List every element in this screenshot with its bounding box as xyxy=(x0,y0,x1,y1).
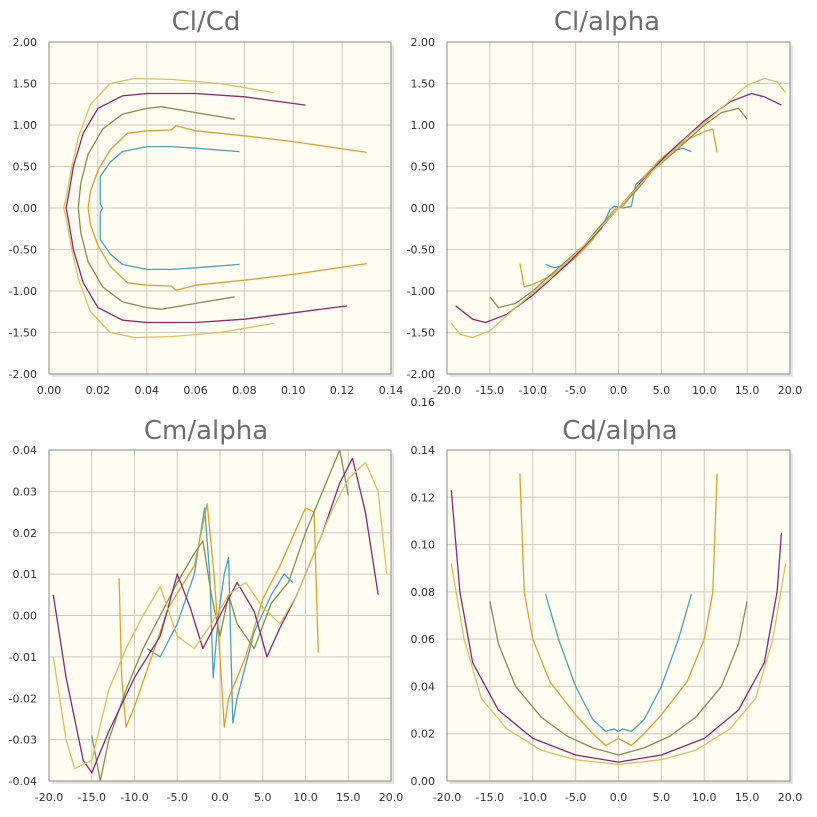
series-line-blue xyxy=(544,594,693,733)
y-tick-label-extra: 0.16 xyxy=(411,396,436,409)
x-tick-label: -15.0 xyxy=(78,791,106,804)
y-tick-label: 1.00 xyxy=(13,119,38,132)
x-tick-label: 0.0 xyxy=(211,791,229,804)
y-tick-label: 0.14 xyxy=(411,444,436,457)
y-tick-label: 0.02 xyxy=(411,728,436,741)
y-tick-label: -2.00 xyxy=(9,368,37,381)
x-tick-label: -10.0 xyxy=(120,791,148,804)
x-tick-label: 5.0 xyxy=(653,791,671,804)
x-tick-label: -20.0 xyxy=(433,384,461,397)
y-tick-label: 2.00 xyxy=(411,36,436,49)
plot-frame xyxy=(446,449,791,782)
x-tick-label: 0.04 xyxy=(134,384,159,397)
y-tick-label: 0.06 xyxy=(411,633,436,646)
x-tick-label: 15.0 xyxy=(735,384,760,397)
y-tick-label: 0.01 xyxy=(13,568,38,581)
x-tick-label: 10.0 xyxy=(692,791,717,804)
y-tick-label: -0.02 xyxy=(9,692,37,705)
x-tick-label: 15.0 xyxy=(735,791,760,804)
series-line-blue xyxy=(146,507,294,724)
x-tick-label: -10.0 xyxy=(519,791,547,804)
x-tick-label: 0.0 xyxy=(610,791,628,804)
y-tick-label: -1.50 xyxy=(9,327,37,340)
y-tick-label: 0.00 xyxy=(411,202,436,215)
y-tick-label: 0.50 xyxy=(411,161,436,174)
y-tick-label: 0.02 xyxy=(13,527,38,540)
y-tick-label: -0.04 xyxy=(9,775,37,788)
y-tick-label: -0.01 xyxy=(9,651,37,664)
x-tick-label: -20.0 xyxy=(35,791,63,804)
y-tick-label: 0.08 xyxy=(411,586,436,599)
x-tick-label: 0.10 xyxy=(281,384,306,397)
x-tick-label: 0.06 xyxy=(183,384,208,397)
x-tick-label: -15.0 xyxy=(476,384,504,397)
plot-frame xyxy=(48,41,392,375)
y-tick-label: 0.03 xyxy=(13,485,38,498)
y-tick-label: -1.00 xyxy=(9,285,37,298)
y-tick-label: -1.50 xyxy=(407,327,435,340)
y-tick-label: 2.00 xyxy=(13,36,38,49)
chart-panel-2: -20.0 -15.0 -10.0 -5.0 0.0 5.0 10.0 15.0 20.0 -0.… xyxy=(9,416,404,804)
y-tick-label: 0.00 xyxy=(411,775,436,788)
series-line-purple xyxy=(65,92,348,324)
chart-title: Cd/alpha xyxy=(562,416,678,446)
x-tick-label: 0.0 xyxy=(610,384,628,397)
x-tick-label: -5.0 xyxy=(565,791,586,804)
chart-panel-3: -20.0 -15.0 -10.0 -5.0 0.0 5.0 10.0 15.0 20.0 0.0… xyxy=(411,396,803,804)
x-tick-label: 20.0 xyxy=(379,791,404,804)
x-tick-label: -15.0 xyxy=(476,791,504,804)
chart-title: Cl/Cd xyxy=(172,7,241,37)
x-tick-label: 0.02 xyxy=(86,384,111,397)
series-line-orange xyxy=(519,473,718,747)
y-tick-label: 0.00 xyxy=(13,202,38,215)
y-tick-label: 1.50 xyxy=(13,78,38,91)
x-tick-label: -5.0 xyxy=(565,384,586,397)
x-tick-label: 5.0 xyxy=(653,384,671,397)
series-line-purple xyxy=(450,490,783,763)
chart-title: Cl/alpha xyxy=(554,7,660,37)
series-line-green xyxy=(77,106,235,310)
series-line-purple xyxy=(52,457,379,774)
x-tick-label: -20.0 xyxy=(433,791,461,804)
y-tick-label: 0.04 xyxy=(411,680,436,693)
series-line-yellow xyxy=(450,563,787,766)
y-tick-label: 1.50 xyxy=(411,78,436,91)
x-tick-label: -10.0 xyxy=(519,384,547,397)
chart-panel-0: 0.00 0.02 0.04 0.06 0.08 0.10 0.12 0.14 -2.00 -1.… xyxy=(9,7,404,397)
x-tick-label: 0.00 xyxy=(37,384,62,397)
series-line-orange xyxy=(87,125,367,291)
y-tick-label: -0.50 xyxy=(9,244,37,257)
y-tick-label: 0.12 xyxy=(411,491,436,504)
series-line-yellow xyxy=(450,77,787,339)
x-tick-label: 10.0 xyxy=(692,384,717,397)
series-line-green xyxy=(489,601,748,756)
x-tick-label: 0.14 xyxy=(379,384,404,397)
x-tick-label: 0.12 xyxy=(330,384,355,397)
chart-panel-1: -20.0 -15.0 -10.0 -5.0 0.0 5.0 10.0 15.0 20.0 -2.… xyxy=(407,7,803,397)
plot-frame xyxy=(446,41,791,375)
y-tick-label: -1.00 xyxy=(407,285,435,298)
series-line-blue xyxy=(99,145,240,271)
y-tick-label: -0.50 xyxy=(407,244,435,257)
x-tick-label: 10.0 xyxy=(293,791,318,804)
y-tick-label: 0.50 xyxy=(13,161,38,174)
x-tick-label: 15.0 xyxy=(336,791,361,804)
chart-title: Cm/alpha xyxy=(144,416,268,446)
x-tick-label: 0.08 xyxy=(232,384,257,397)
x-tick-label: 20.0 xyxy=(778,384,803,397)
x-tick-label: 5.0 xyxy=(254,791,272,804)
y-tick-label: 0.00 xyxy=(13,610,38,623)
x-tick-label: 20.0 xyxy=(778,791,803,804)
y-tick-label: 0.04 xyxy=(13,444,38,457)
y-tick-label: -0.03 xyxy=(9,734,37,747)
plot-frame xyxy=(48,449,392,782)
y-tick-label: 1.00 xyxy=(411,119,436,132)
series-line-yellow xyxy=(63,77,274,339)
series-line-yellow xyxy=(52,461,388,770)
y-tick-label: 0.10 xyxy=(411,539,436,552)
y-tick-label: -2.00 xyxy=(407,368,435,381)
x-tick-label: -5.0 xyxy=(167,791,188,804)
